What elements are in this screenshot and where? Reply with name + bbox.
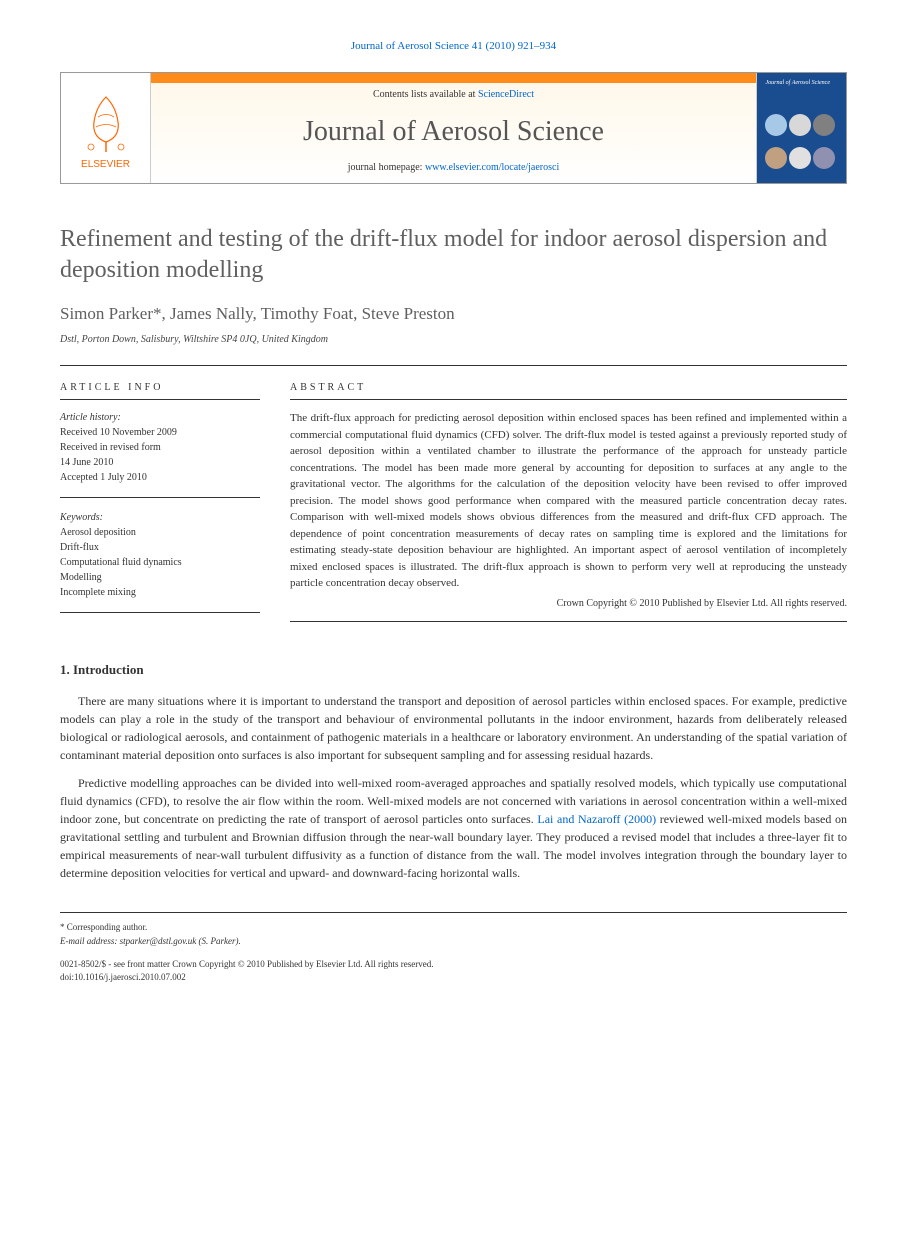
publisher-name: ELSEVIER: [81, 159, 130, 170]
affiliation: Dstl, Porton Down, Salisbury, Wiltshire …: [60, 334, 847, 345]
citation-link-lai-nazaroff[interactable]: Lai and Nazaroff (2000): [537, 812, 656, 826]
email-line: E-mail address: stparker@dstl.gov.uk (S.…: [60, 935, 847, 948]
journal-name: Journal of Aerosol Science: [159, 116, 748, 148]
article-title: Refinement and testing of the drift-flux…: [60, 224, 847, 286]
keyword: Drift-flux: [60, 540, 260, 555]
citation-header: Journal of Aerosol Science 41 (2010) 921…: [60, 40, 847, 52]
history-label: Article history:: [60, 410, 260, 425]
keywords-label: Keywords:: [60, 510, 260, 525]
homepage-link[interactable]: www.elsevier.com/locate/jaerosci: [425, 162, 559, 173]
revised-line1: Received in revised form: [60, 440, 260, 455]
section-1-heading: 1. Introduction: [60, 662, 847, 678]
authors: Simon Parker*, James Nally, Timothy Foat…: [60, 304, 847, 324]
footer-doi: doi:10.1016/j.jaerosci.2010.07.002: [60, 971, 847, 984]
publisher-logo-block: ELSEVIER: [61, 73, 151, 183]
abstract-copyright: Crown Copyright © 2010 Published by Else…: [290, 598, 847, 622]
cover-title: Journal of Aerosol Science: [762, 76, 842, 111]
revised-line2: 14 June 2010: [60, 455, 260, 470]
keyword: Aerosol deposition: [60, 525, 260, 540]
keyword: Computational fluid dynamics: [60, 555, 260, 570]
contents-prefix: Contents lists available at: [373, 89, 478, 100]
abstract-text: The drift-flux approach for predicting a…: [290, 410, 847, 592]
article-info-label: ARTICLE INFO: [60, 382, 260, 400]
keyword: Modelling: [60, 570, 260, 585]
corresponding-author: * Corresponding author.: [60, 921, 847, 934]
email-address: stparker@dstl.gov.uk (S. Parker).: [120, 936, 241, 946]
footer-copyright-1: 0021-8502/$ - see front matter Crown Cop…: [60, 958, 847, 971]
keyword: Incomplete mixing: [60, 585, 260, 600]
abstract-column: ABSTRACT The drift-flux approach for pre…: [290, 382, 847, 622]
article-history: Article history: Received 10 November 20…: [60, 410, 260, 498]
banner-center: Contents lists available at ScienceDirec…: [151, 73, 756, 183]
journal-banner: ELSEVIER Contents lists available at Sci…: [60, 72, 847, 184]
sciencedirect-link[interactable]: ScienceDirect: [478, 89, 534, 100]
intro-para-2: Predictive modelling approaches can be d…: [60, 774, 847, 882]
cover-thumbnail-block: Journal of Aerosol Science: [756, 73, 846, 183]
elsevier-tree-icon: [76, 87, 136, 157]
homepage-line: journal homepage: www.elsevier.com/locat…: [159, 162, 748, 173]
contents-line: Contents lists available at ScienceDirec…: [159, 89, 748, 100]
cover-images: [762, 111, 842, 181]
accepted-date: Accepted 1 July 2010: [60, 470, 260, 485]
cover-thumbnail: Journal of Aerosol Science: [762, 76, 842, 181]
email-label: E-mail address:: [60, 936, 120, 946]
info-abstract-row: ARTICLE INFO Article history: Received 1…: [60, 365, 847, 622]
article-info-column: ARTICLE INFO Article history: Received 1…: [60, 382, 260, 622]
intro-para-1: There are many situations where it is im…: [60, 692, 847, 764]
received-date: Received 10 November 2009: [60, 425, 260, 440]
page-footer: * Corresponding author. E-mail address: …: [60, 912, 847, 983]
abstract-label: ABSTRACT: [290, 382, 847, 400]
orange-bar: [151, 73, 756, 83]
keywords-block: Keywords: Aerosol deposition Drift-flux …: [60, 510, 260, 613]
homepage-prefix: journal homepage:: [348, 162, 425, 173]
